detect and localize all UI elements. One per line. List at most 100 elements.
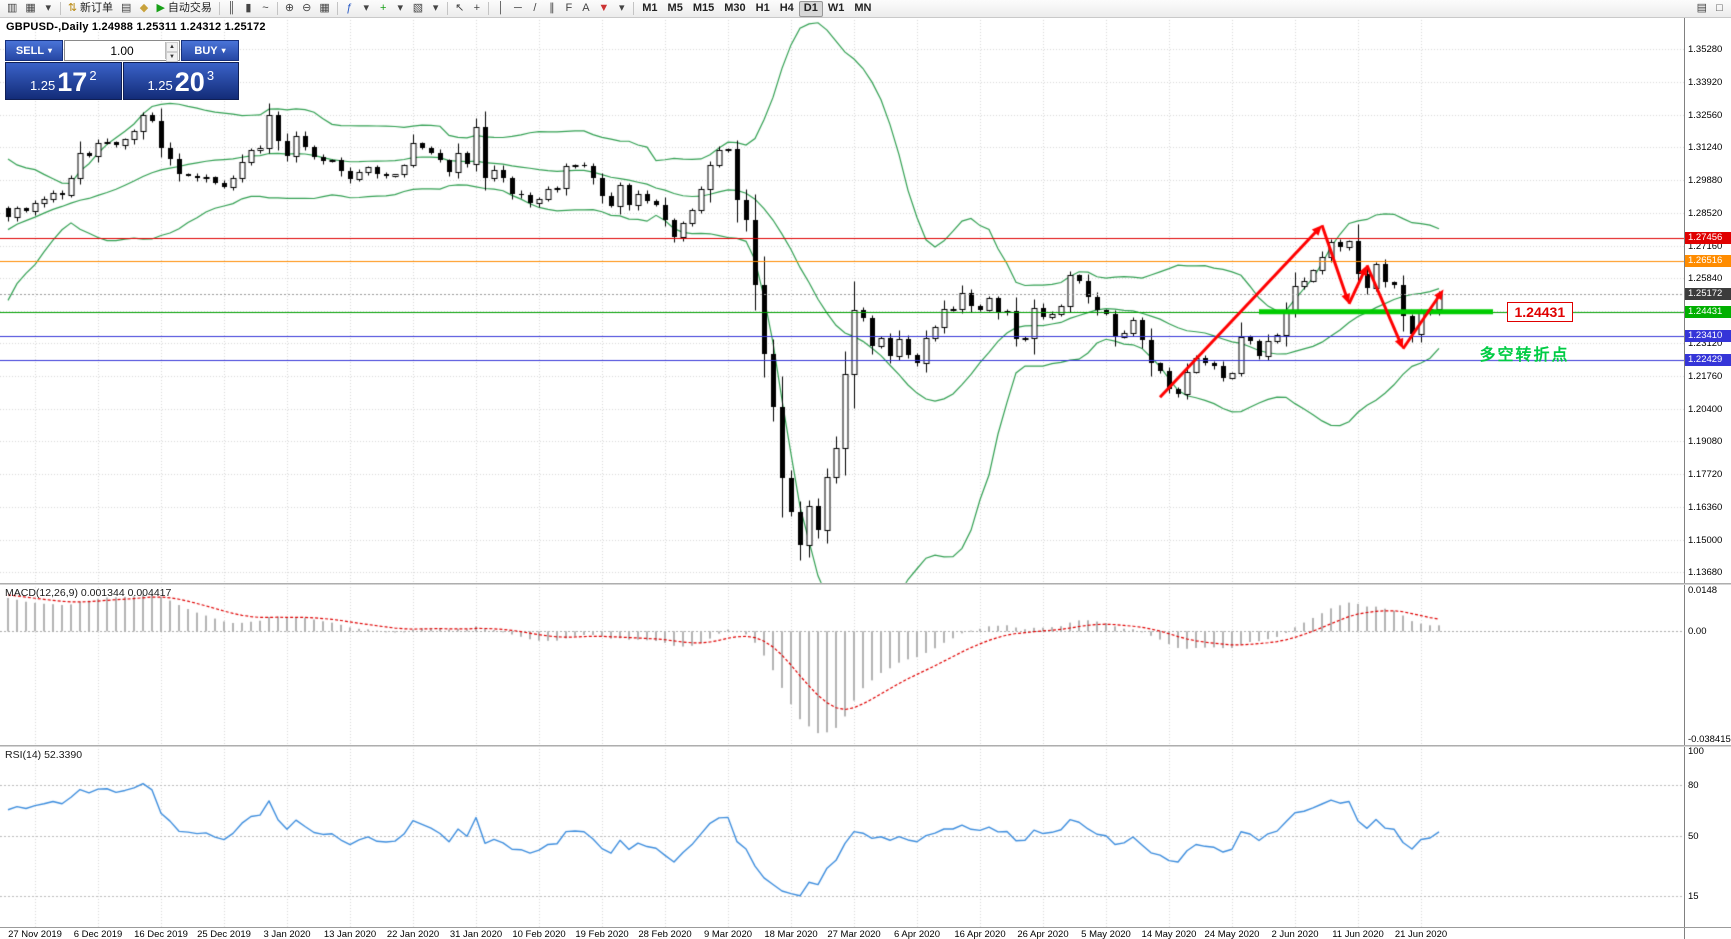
trendline-icon[interactable]: / [526, 1, 543, 17]
chart-window-icon[interactable]: ▥ [3, 1, 21, 17]
new-order-button[interactable]: ⇅ 新订单 [64, 1, 117, 17]
date-axis-label: 5 May 2020 [1081, 929, 1131, 939]
profiles-dropdown-icon[interactable]: ▾ [40, 1, 57, 17]
pane-separator-macd[interactable] [0, 583, 1731, 585]
volume-up-icon[interactable]: ▲ [166, 42, 178, 52]
timeframe-m30-button[interactable]: M30 [719, 1, 750, 17]
ask-price-panel[interactable]: 1.25 20 3 [122, 62, 239, 100]
date-axis-label: 28 Feb 2020 [638, 929, 692, 939]
date-axis-label: 18 Mar 2020 [764, 929, 818, 939]
volume-down-icon[interactable]: ▼ [166, 52, 178, 62]
horizontal-line-icon[interactable]: ─ [509, 1, 526, 17]
window-icon: □ [1716, 2, 1723, 14]
chart-window-icon: ▥ [7, 2, 18, 14]
buy-button[interactable]: BUY ▾ [181, 40, 239, 61]
fibonacci-icon[interactable]: F [560, 1, 577, 17]
timeframe-h1-button[interactable]: H1 [751, 1, 775, 17]
price-level-callout[interactable]: 1.24431 [1506, 301, 1574, 322]
autotrade-button[interactable]: ▶ 自动交易 [152, 1, 215, 17]
shapes-dropdown-icon[interactable]: ▾ [613, 1, 630, 17]
date-axis-label: 10 Feb 2020 [512, 929, 566, 939]
sell-button-label: SELL [15, 44, 45, 57]
bid-price-big: 17 [57, 67, 88, 97]
new-order-button-label: 新订单 [80, 2, 114, 14]
timeframe-w1-button[interactable]: W1 [823, 1, 850, 17]
cursor-icon[interactable]: ↖ [451, 1, 468, 17]
indicators-dropdown-icon[interactable]: ▾ [358, 1, 375, 17]
equidistant-channel-icon[interactable]: ∥ [543, 1, 560, 17]
zoom-out-icon[interactable]: ⊖ [298, 1, 315, 17]
timeframe-w1-button-label: W1 [827, 2, 845, 14]
bid-price-prefix: 1.25 [29, 78, 56, 93]
sell-dropdown-icon: ▾ [48, 46, 53, 55]
timeframe-m15-button[interactable]: M15 [688, 1, 719, 17]
new-order-icon: ⇅ [67, 2, 78, 14]
timeframe-h4-button[interactable]: H4 [775, 1, 799, 17]
tick-chart-icon: ║ [227, 2, 236, 14]
zoom-in-icon[interactable]: ⊕ [281, 1, 298, 17]
autotrade-button-label: 自动交易 [167, 2, 212, 14]
price-level-badge: 1.27456 [1685, 232, 1731, 245]
layout-icon[interactable]: ▤ [1693, 1, 1711, 17]
bar-chart-icon[interactable]: ▮ [240, 1, 257, 17]
price-axis-tick: 1.17720 [1688, 469, 1723, 481]
timeframe-m5-button[interactable]: M5 [663, 1, 688, 17]
ask-price-big: 20 [174, 67, 205, 97]
date-axis-label: 9 Mar 2020 [703, 929, 753, 939]
toolbar: ▥ ▦ ▾ ⇅ 新订单 ▤ ◆ ▶ 自动交易 ║ ▮ ~ ⊕ ⊖ ▦ ƒ ▾ + ▾ ▧ ▾ ↖ + │ ─ / ∥ F A ▼ ▾ M1 M5… [0, 0, 1731, 18]
date-axis-label: 22 Jan 2020 [386, 929, 440, 939]
date-axis-label: 26 Apr 2020 [1017, 929, 1069, 939]
price-axis-tick: 1.35280 [1688, 44, 1723, 55]
pane-separator-rsi[interactable] [0, 745, 1731, 747]
sell-button[interactable]: SELL ▾ [5, 40, 63, 61]
price-axis-tick: 1.29880 [1688, 174, 1723, 186]
timeframe-m1-button[interactable]: M1 [637, 1, 662, 17]
timeframe-mn-button-label: MN [854, 2, 872, 14]
chart-profiles-icon[interactable]: ▦ [21, 1, 39, 17]
volume-input[interactable] [82, 43, 162, 58]
crosshair-icon[interactable]: + [468, 1, 485, 17]
market-watch-icon[interactable]: ▤ [117, 1, 135, 17]
rsi-indicator-label: RSI(14) 52.3390 [5, 749, 83, 761]
price-level-badge: 1.22429 [1685, 354, 1731, 367]
alerts-icon[interactable]: ◆ [135, 1, 152, 17]
buy-button-label: BUY [194, 44, 218, 57]
equidistant-channel-icon: ∥ [549, 2, 555, 14]
ask-price-sup: 3 [206, 68, 215, 83]
rsi-axis-tick: 100 [1688, 746, 1704, 757]
tile-windows-icon[interactable]: ▦ [315, 1, 333, 17]
line-chart-icon: ~ [262, 2, 269, 14]
date-axis-label: 6 Dec 2019 [73, 929, 123, 939]
line-chart-icon[interactable]: ~ [257, 1, 274, 17]
indicators-icon[interactable]: ƒ [341, 1, 358, 17]
vertical-line-icon[interactable]: │ [492, 1, 509, 17]
arrows-tool-icon[interactable]: ▼ [594, 1, 613, 17]
text-label-icon[interactable]: A [577, 1, 594, 17]
volume-field: ▲ ▼ [64, 40, 180, 62]
window-icon[interactable]: □ [1711, 1, 1728, 17]
toolbar-separator [336, 2, 338, 15]
timeframe-mn-button[interactable]: MN [849, 1, 876, 17]
date-axis-label: 27 Mar 2020 [827, 929, 881, 939]
price-axis-tick: 1.19080 [1688, 436, 1723, 448]
timeframe-d1-button[interactable]: D1 [798, 0, 823, 17]
templates-icon[interactable]: ▧ [409, 1, 427, 17]
price-axis-column[interactable] [1684, 18, 1731, 939]
templates-dropdown-icon[interactable]: ▾ [427, 1, 444, 17]
price-axis-tick: 1.21760 [1688, 371, 1723, 383]
macd-indicator-label: MACD(12,26,9) 0.001344 0.004417 [5, 587, 172, 599]
bid-price-panel[interactable]: 1.25 17 2 [5, 62, 122, 100]
price-axis-tick: 1.15000 [1688, 535, 1723, 547]
alerts-icon: ◆ [139, 2, 149, 14]
date-axis-label: 6 Apr 2020 [894, 929, 940, 939]
timeframe-m5-button-label: M5 [667, 2, 683, 14]
pivot-annotation-text[interactable]: 多空转折点 [1479, 346, 1570, 364]
periods-dropdown-icon[interactable]: ▾ [392, 1, 409, 17]
bid-price-sup: 2 [89, 68, 97, 83]
ask-price-prefix: 1.25 [147, 78, 173, 93]
price-axis-tick: 1.28520 [1688, 207, 1723, 219]
add-indicator-icon[interactable]: + [375, 1, 392, 17]
macd-axis-tick: 0.00 [1688, 626, 1707, 638]
tick-chart-icon[interactable]: ║ [223, 1, 240, 17]
